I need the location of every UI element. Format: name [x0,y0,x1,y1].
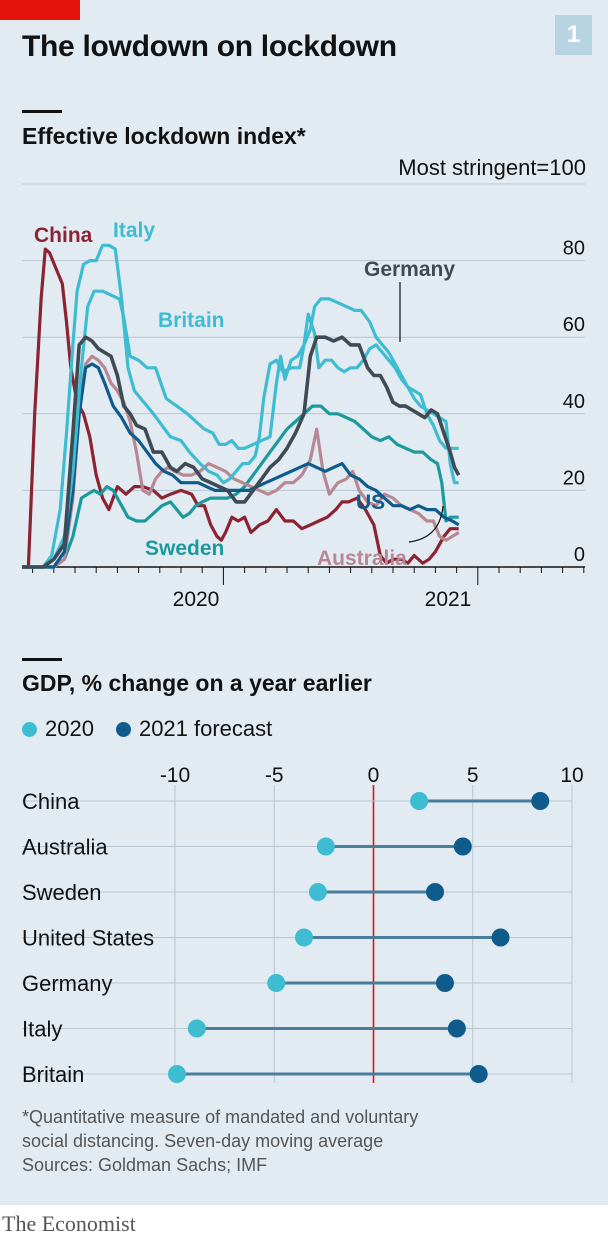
x-tick-label: 0 [368,764,380,787]
x-tick-label: -10 [160,764,190,787]
red-tag [0,0,80,20]
dot-2020 [295,928,314,947]
lockdown-line-chart: 0 20 40 60 80 2020 2021 China Italy Britain German… [22,183,585,610]
footnote-line: *Quantitative measure of mandated and vo… [22,1107,419,1127]
dot-2020 [267,974,286,992]
australia-leader-line [408,505,444,543]
dot-2020 [316,837,335,856]
legend-item-2021: 2021 forecast [115,716,273,742]
x-tick-label: 2020 [173,588,220,610]
dot-2021 [453,837,472,856]
section-rule [22,110,62,113]
category-label: Italy [22,1017,62,1042]
lockdown-subtitle: Effective lockdown index* [22,123,306,149]
series-label-britain: Britain [158,309,225,332]
dot-2021 [426,883,445,901]
lockdown-unit-note: Most stringent=100 [398,155,586,180]
legend-item-2020: 2020 [22,716,94,742]
series-label-germany: Germany [364,258,455,281]
x-tick-label: -5 [265,764,284,787]
gdp-subtitle: GDP, % change on a year earlier [22,670,372,696]
y-tick-label: 60 [563,314,585,336]
category-label: Australia [22,835,108,860]
footnote: *Quantitative measure of mandated and vo… [22,1105,418,1177]
y-tick-label: 20 [563,467,585,489]
chart-number-badge: 1 [555,15,592,55]
legend-dot-2021 [115,721,131,737]
gdp-dot-chart: -10 -5 0 5 10 China Australia Sweden United Stat… [22,764,584,1087]
x-tick-label: 5 [467,764,479,787]
dot-2021 [531,792,550,810]
series-label-australia: Australia [317,547,407,570]
dot-2020 [187,1019,206,1038]
series-line-sweden [22,404,459,569]
chart-panel: The lowdown on lockdown 1 Effective lock… [0,0,608,1205]
dot-2021 [447,1019,466,1038]
dot-2020 [308,883,327,901]
economist-logo: The Economist [2,1211,136,1236]
footnote-line: social distancing. Seven-day moving aver… [22,1131,384,1151]
series-line-us [22,362,460,569]
y-tick-label: 40 [563,391,585,413]
legend-label-2021: 2021 forecast [138,716,273,741]
dot-2021 [469,1065,488,1083]
category-label: United States [22,926,154,951]
series-line-italy [22,243,459,569]
y-tick-label: 0 [574,544,585,566]
sources-line: Sources: Goldman Sachs; IMF [22,1155,268,1175]
category-label: Germany [22,971,112,996]
dot-2020 [410,792,429,810]
legend-label-2020: 2020 [45,716,94,741]
category-label: Sweden [22,880,102,905]
legend-dot-2020 [22,721,37,737]
series-label-us: US [356,491,385,514]
section-rule [22,658,62,661]
category-label: Britain [22,1062,84,1087]
series-label-sweden: Sweden [145,537,224,560]
gdp-legend: 2020 2021 forecast [22,716,294,742]
series-line-britain [22,289,459,569]
dot-2020 [167,1065,186,1083]
series-label-italy: Italy [113,219,155,242]
series-label-china: China [34,224,93,247]
chart-title: The lowdown on lockdown [22,30,397,63]
series-line-china [22,247,459,569]
x-tick-label: 10 [560,764,583,787]
series-line-germany [22,335,461,569]
dot-2021 [491,928,510,947]
series-line-australia [22,354,460,569]
dot-2021 [435,974,454,992]
category-label: China [22,789,80,814]
x-tick-label: 2021 [425,588,472,610]
y-tick-label: 80 [563,238,585,260]
